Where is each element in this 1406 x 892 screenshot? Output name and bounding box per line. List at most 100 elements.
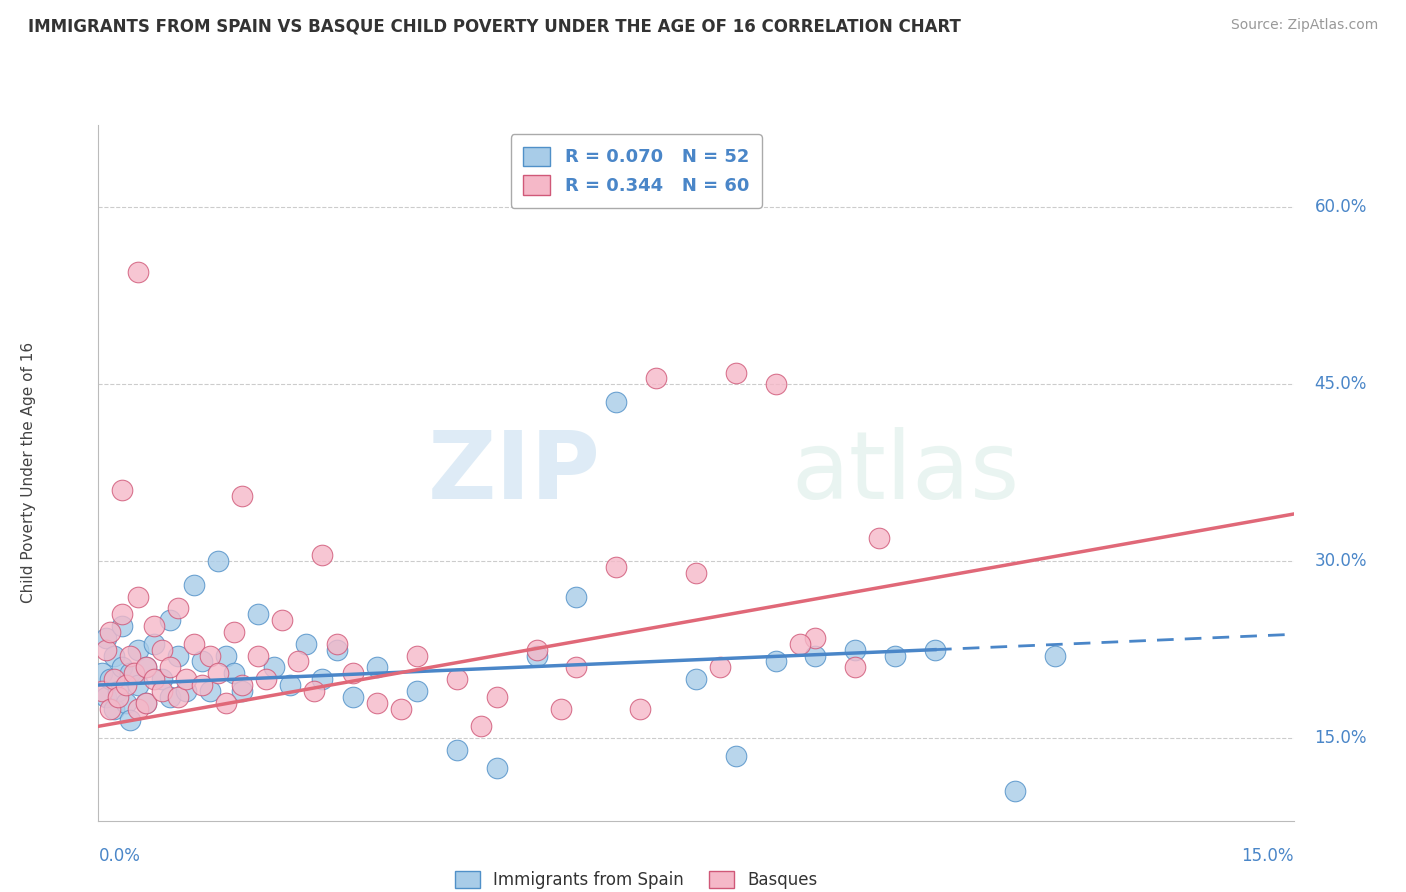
Point: [685, 672, 707, 686]
Point: [111, 619, 134, 633]
Point: [565, 590, 588, 604]
Point: [167, 648, 190, 663]
Point: [1043, 648, 1066, 663]
Point: [485, 690, 508, 704]
Point: [709, 660, 731, 674]
Point: [804, 631, 827, 645]
Point: [789, 637, 811, 651]
Point: [804, 648, 827, 663]
Point: [115, 678, 138, 692]
Point: [159, 690, 181, 704]
Point: [198, 648, 221, 663]
Point: [765, 377, 787, 392]
Point: [111, 483, 134, 498]
Point: [183, 578, 205, 592]
Point: [326, 642, 349, 657]
Point: [207, 554, 229, 568]
Point: [485, 761, 508, 775]
Point: [120, 714, 142, 728]
Point: [470, 719, 492, 733]
Point: [115, 696, 138, 710]
Point: [1004, 784, 1026, 798]
Point: [526, 648, 548, 663]
Point: [167, 601, 190, 615]
Point: [98, 672, 122, 686]
Point: [270, 613, 292, 627]
Point: [231, 489, 253, 503]
Point: [231, 678, 253, 692]
Point: [222, 666, 245, 681]
Point: [127, 701, 149, 715]
Point: [135, 660, 157, 674]
Point: [302, 684, 325, 698]
Point: [222, 624, 245, 639]
Point: [526, 642, 548, 657]
Text: 60.0%: 60.0%: [1315, 198, 1367, 217]
Point: [366, 660, 388, 674]
Point: [389, 701, 412, 715]
Legend: Immigrants from Spain, Basques: Immigrants from Spain, Basques: [449, 864, 824, 892]
Point: [311, 672, 333, 686]
Text: 0.0%: 0.0%: [98, 847, 141, 865]
Point: [96, 642, 118, 657]
Point: [406, 648, 429, 663]
Point: [724, 366, 747, 380]
Point: [150, 672, 173, 686]
Point: [565, 660, 588, 674]
Point: [215, 648, 238, 663]
Point: [231, 684, 253, 698]
Point: [326, 637, 349, 651]
Point: [111, 607, 134, 622]
Point: [127, 642, 149, 657]
Point: [294, 637, 316, 651]
Text: atlas: atlas: [792, 426, 1019, 519]
Point: [150, 684, 173, 698]
Point: [98, 624, 122, 639]
Text: 45.0%: 45.0%: [1315, 376, 1367, 393]
Point: [96, 690, 118, 704]
Point: [924, 642, 946, 657]
Point: [645, 371, 668, 385]
Point: [446, 672, 468, 686]
Point: [107, 690, 129, 704]
Point: [198, 684, 221, 698]
Point: [135, 696, 157, 710]
Point: [215, 696, 238, 710]
Point: [159, 613, 181, 627]
Point: [150, 642, 173, 657]
Text: Child Poverty Under the Age of 16: Child Poverty Under the Age of 16: [21, 343, 35, 603]
Point: [550, 701, 572, 715]
Point: [191, 678, 214, 692]
Point: [844, 642, 866, 657]
Point: [868, 531, 890, 545]
Point: [311, 549, 333, 563]
Point: [174, 672, 197, 686]
Point: [605, 560, 627, 574]
Point: [628, 701, 651, 715]
Point: [135, 696, 157, 710]
Text: 15.0%: 15.0%: [1241, 847, 1294, 865]
Point: [127, 265, 149, 279]
Point: [111, 660, 134, 674]
Point: [135, 660, 157, 674]
Point: [143, 619, 166, 633]
Point: [246, 648, 269, 663]
Point: [91, 666, 114, 681]
Point: [174, 684, 197, 698]
Point: [342, 666, 364, 681]
Point: [406, 684, 429, 698]
Point: [765, 655, 787, 669]
Text: 15.0%: 15.0%: [1315, 729, 1367, 747]
Point: [605, 395, 627, 409]
Point: [844, 660, 866, 674]
Text: 30.0%: 30.0%: [1315, 552, 1367, 570]
Point: [107, 684, 129, 698]
Text: IMMIGRANTS FROM SPAIN VS BASQUE CHILD POVERTY UNDER THE AGE OF 16 CORRELATION CH: IMMIGRANTS FROM SPAIN VS BASQUE CHILD PO…: [28, 18, 960, 36]
Point: [287, 655, 309, 669]
Point: [263, 660, 285, 674]
Point: [103, 672, 125, 686]
Point: [884, 648, 907, 663]
Text: ZIP: ZIP: [427, 426, 600, 519]
Point: [183, 637, 205, 651]
Point: [278, 678, 301, 692]
